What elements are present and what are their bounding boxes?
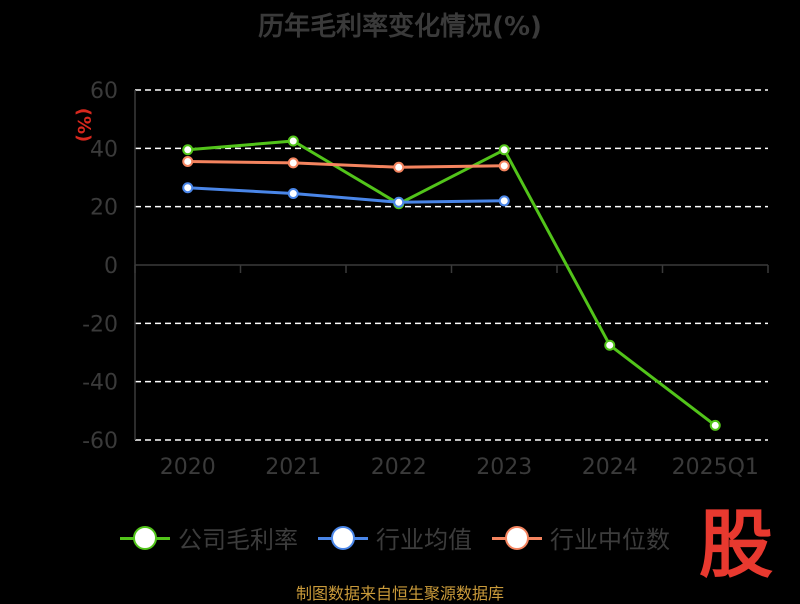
legend-label: 行业中位数	[550, 526, 670, 554]
series-line-1	[187, 139, 717, 427]
data-point	[498, 195, 510, 207]
data-point	[182, 155, 194, 167]
y-tick-label: -20	[82, 312, 118, 337]
data-point	[498, 144, 510, 156]
data-point	[709, 419, 721, 431]
series-line-2	[187, 186, 505, 204]
data-point	[287, 188, 299, 200]
brand-logo: 股	[699, 502, 773, 588]
legend-item-company[interactable]: 公司毛利率	[120, 520, 298, 555]
legend-dot	[505, 525, 529, 550]
legend: 公司毛利率 行业均值 行业中位数	[120, 520, 670, 555]
data-point	[287, 157, 299, 169]
data-point	[604, 339, 616, 351]
y-tick-label: -40	[82, 371, 118, 396]
legend-label: 行业均值	[376, 526, 472, 554]
x-tick-label: 2021	[265, 455, 321, 480]
data-point	[287, 135, 299, 147]
legend-item-industry-mean[interactable]: 行业均值	[318, 520, 472, 555]
legend-item-industry-median[interactable]: 行业中位数	[492, 520, 670, 555]
x-tick-label: 2023	[476, 455, 532, 480]
y-tick-label: 20	[90, 196, 118, 221]
data-point	[393, 161, 405, 173]
y-tick-label: 60	[90, 79, 118, 104]
data-point	[498, 160, 510, 172]
legend-label: 公司毛利率	[178, 526, 298, 554]
y-tick-label: 0	[104, 254, 118, 279]
y-axis-label: (%)	[73, 108, 94, 143]
y-tick-label: -60	[82, 429, 118, 454]
series-line-3	[187, 160, 505, 169]
legend-dot	[331, 525, 355, 550]
data-point	[182, 144, 194, 156]
chart-title: 历年毛利率变化情况(%)	[258, 12, 542, 42]
x-tick-label: 2020	[160, 455, 216, 480]
x-tick-label: 2025Q1	[672, 455, 759, 480]
data-point	[393, 196, 405, 208]
legend-dot	[133, 525, 157, 550]
source-note: 制图数据来自恒生聚源数据库	[295, 584, 504, 603]
x-tick-label: 2022	[371, 455, 427, 480]
legend-marker-icon	[492, 525, 542, 550]
data-point	[182, 182, 194, 194]
x-tick-label: 2024	[582, 455, 638, 480]
legend-marker-icon	[318, 525, 368, 550]
y-tick-label: 40	[90, 137, 118, 162]
legend-marker-icon	[120, 525, 170, 550]
